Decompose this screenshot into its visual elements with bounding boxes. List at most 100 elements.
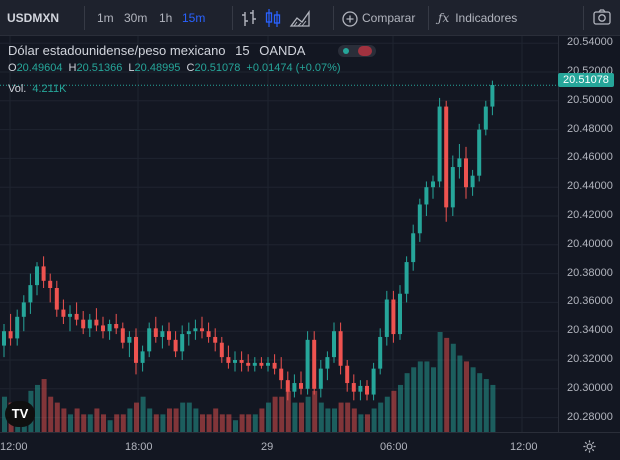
volume-legend[interactable]: Vol. 4.211K (8, 83, 66, 95)
volume-bar (391, 390, 397, 432)
candle-body (21, 302, 26, 317)
candle-body (490, 84, 495, 107)
candle-body (325, 357, 330, 369)
volume-bar (325, 408, 331, 432)
candle-body (398, 293, 402, 335)
candle-body (424, 187, 429, 205)
candle-body (444, 106, 449, 208)
legend-interval: 15 (235, 43, 250, 58)
volume-bar (431, 367, 436, 432)
volume-bar (114, 414, 120, 432)
volume-bar (74, 408, 80, 432)
volume-bar (35, 384, 40, 432)
price-tick-label: 20.34000 (567, 324, 613, 337)
candle-body (345, 365, 350, 384)
time-tick-label: 18:00 (125, 441, 153, 453)
time-tick-label: 29 (261, 441, 274, 453)
candle-body (279, 368, 284, 381)
candle-body (233, 360, 237, 363)
candle-body (120, 328, 125, 343)
open-value: 20.49604 (16, 62, 63, 74)
candle-body (272, 362, 277, 369)
gear-icon[interactable] (582, 439, 597, 459)
candle-body (8, 331, 13, 339)
interval-1m[interactable]: 1m (97, 11, 114, 25)
candle-body (173, 339, 178, 352)
candles-icon[interactable] (264, 0, 282, 36)
candle-body (61, 309, 66, 317)
candle-body (285, 380, 290, 392)
volume-bar (134, 402, 139, 432)
candle-body (28, 285, 33, 303)
change-value: +0.01474 (+0.07%) (246, 62, 341, 74)
volume-bar (259, 408, 265, 432)
volume-bar (219, 414, 225, 432)
candle-body (371, 368, 376, 395)
bar-chart-icon[interactable] (240, 0, 258, 36)
candle-body (226, 357, 231, 363)
volume-bar (193, 408, 199, 432)
volume-bar (87, 414, 93, 432)
close-value: 20.51078 (194, 62, 241, 74)
high-key: H (68, 62, 77, 74)
volume-bar (477, 373, 483, 432)
ohlc-legend: O20.49604 H20.51366 L20.48995 C20.51078 … (8, 62, 344, 74)
interval-15m[interactable]: 15m (182, 11, 206, 25)
candle-body (101, 325, 105, 332)
area-chart-icon[interactable] (289, 0, 311, 36)
price-tick-label: 20.30000 (567, 381, 613, 394)
candle-body (2, 331, 6, 346)
volume-bar (437, 332, 443, 432)
interval-30m[interactable]: 30m (124, 11, 148, 25)
high-value: 20.51366 (76, 62, 123, 74)
volume-bar (101, 414, 106, 432)
volume-bar (285, 390, 291, 432)
volume-bar (371, 408, 377, 432)
volume-bar (160, 414, 166, 432)
volume-bar (378, 402, 384, 432)
low-value: 20.48995 (134, 62, 181, 74)
time-axis[interactable]: 12:00 18:00 29 06:00 12:00 (0, 432, 620, 460)
volume-bar (305, 396, 311, 432)
toolbar-divider (84, 6, 85, 30)
volume-bar (120, 414, 126, 432)
price-tick-label: 20.42000 (567, 209, 613, 221)
candle-body (312, 339, 317, 389)
volume-bar (127, 408, 133, 432)
camera-icon[interactable] (592, 0, 612, 36)
candle-body (127, 336, 132, 343)
volume-bar (68, 414, 73, 432)
volume-bar (470, 367, 476, 432)
volume-bar (318, 402, 324, 432)
candle-body (147, 328, 152, 352)
symbol-search[interactable]: USDMXN (7, 11, 60, 25)
market-status-pill[interactable] (338, 45, 376, 57)
alert-toggle-icon (358, 46, 372, 56)
volume-bar (483, 379, 489, 432)
volume-bar (351, 408, 357, 432)
volume-bar (292, 402, 298, 432)
compare-button[interactable]: Comparar (342, 0, 415, 36)
volume-bar (299, 402, 304, 432)
candle-body (391, 299, 396, 335)
price-chart[interactable] (0, 36, 558, 432)
symbol-legend[interactable]: Dólar estadounidense/peso mexicano 15 OA… (8, 43, 305, 58)
tradingview-logo[interactable]: TV (5, 401, 35, 427)
candle-body (305, 339, 310, 389)
indicators-button[interactable]: ƒx Indicadores (438, 0, 517, 36)
candle-body (68, 313, 72, 317)
candle-body (140, 351, 145, 363)
candle-body (457, 158, 462, 168)
time-tick-label: 12:00 (0, 441, 28, 453)
volume-bar (312, 390, 318, 432)
volume-bar (61, 408, 67, 432)
price-axis[interactable]: 20.54000 20.52000 20.50000 20.48000 20.46000… (558, 36, 620, 432)
candle-body (437, 106, 442, 182)
interval-1h[interactable]: 1h (159, 11, 173, 25)
candle-body (107, 324, 112, 332)
price-tick-label: 20.46000 (567, 151, 613, 164)
candle-body (186, 331, 191, 335)
price-tick-label: 20.54000 (567, 36, 613, 49)
candle-body (94, 319, 99, 326)
price-tick-label: 20.36000 (567, 295, 613, 308)
